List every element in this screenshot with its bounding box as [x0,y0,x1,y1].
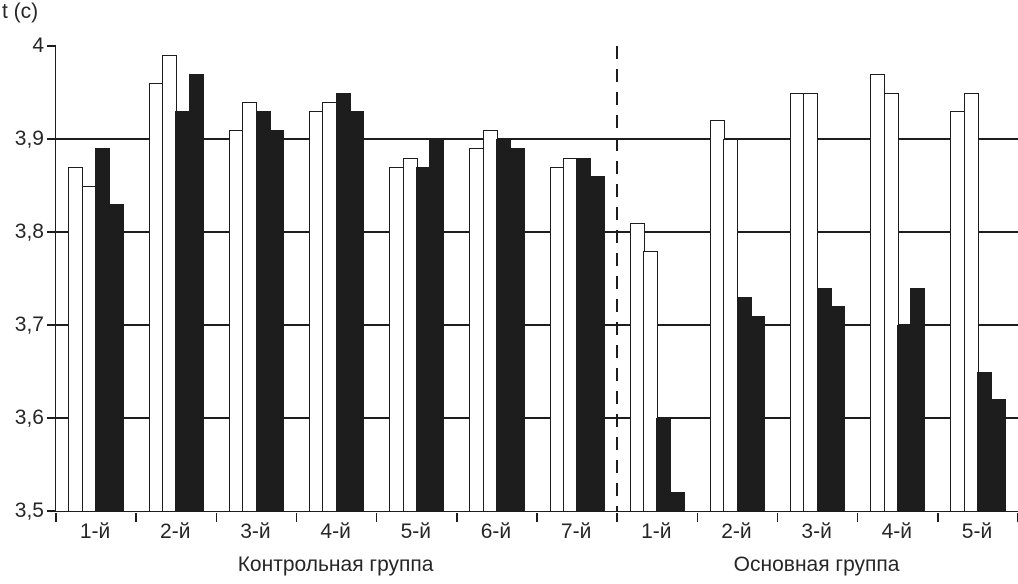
group-label: 5-й [961,520,993,543]
y-axis-tick [47,138,56,140]
x-axis-tick [696,512,699,522]
group-label: 1-й [79,520,111,543]
bar-group [216,46,296,511]
y-axis-title: t (c) [2,0,39,23]
group-label: 3-й [801,520,832,543]
y-axis-tick-labels: 3,5 3,6 3,7 3,8 3,9 4 [0,35,44,522]
x-axis-tick [295,512,298,522]
gridline [56,417,1018,419]
plot-area [47,45,1018,522]
black-bar [910,287,926,511]
group-label: 7-й [560,520,592,543]
white-bar [643,250,659,511]
y-axis-tick [47,324,56,326]
bar-group [938,46,1018,511]
x-axis-tick [776,512,779,522]
x-axis-tick [856,512,859,522]
black-bar [509,148,525,511]
y-tick-label: 4 [32,34,44,57]
black-bar [188,73,204,511]
y-axis-tick [47,417,56,419]
y-tick-label: 3,7 [14,313,44,336]
bar-group [697,46,777,511]
y-tick-label: 3,5 [14,499,44,522]
bar-group [457,46,537,511]
group-label: 6-й [480,520,512,543]
section-caption-main-group: Основная группа [733,553,900,576]
bar-group [56,46,136,511]
x-axis-group-labels: 1-й 2-й 3-й 4-й 5-й 6-й 7-й 1-й 2-й 3-й 4-й 5-й [55,521,1017,543]
x-axis-tick [456,512,458,522]
white-bar [883,92,899,511]
bar-group [297,46,377,511]
y-tick-label: 3,6 [14,406,44,429]
black-bar [830,306,846,511]
group-label: 4-й [881,520,912,543]
x-axis-tick [55,512,57,522]
x-axis-tick [135,512,137,522]
bar-group [778,46,858,511]
section-separator-dashed-line [616,46,619,511]
black-bar [656,418,672,511]
white-bar [963,92,979,511]
gridline [56,231,1018,233]
x-axis-tick [536,512,538,522]
y-axis-tick [47,231,56,233]
black-bar [108,204,124,511]
group-label: 1-й [641,520,672,543]
y-tick-label: 3,8 [14,220,44,243]
black-bar [349,111,365,511]
group-label: 2-й [721,520,752,543]
black-bar [990,399,1006,511]
group-label: 5-й [400,520,431,543]
black-bar [429,139,445,511]
bar-group [136,46,216,511]
section-caption-control-group: Контрольная группа [237,553,434,576]
x-axis-tick [616,512,618,522]
x-axis-tick [375,512,378,522]
black-bar [269,129,285,511]
y-axis-tick [47,45,56,47]
gridline [56,324,1018,326]
section-captions: Контрольная группа Основная группа [55,554,1017,576]
group-label: 4-й [320,520,351,543]
black-bar [750,315,766,511]
y-tick-label: 3,9 [14,127,44,150]
gridline [56,138,1018,140]
bar-groups [56,46,1018,511]
black-bar [669,492,685,511]
bar-group [377,46,457,511]
bar-group [858,46,938,511]
x-axis-tick [937,512,939,522]
x-axis-tick [215,512,218,522]
group-label: 2-й [160,520,191,543]
bar-group [617,46,697,511]
bar-group [537,46,617,511]
group-label: 3-й [240,520,271,543]
y-axis-tick [47,510,56,512]
black-bar [589,176,605,511]
